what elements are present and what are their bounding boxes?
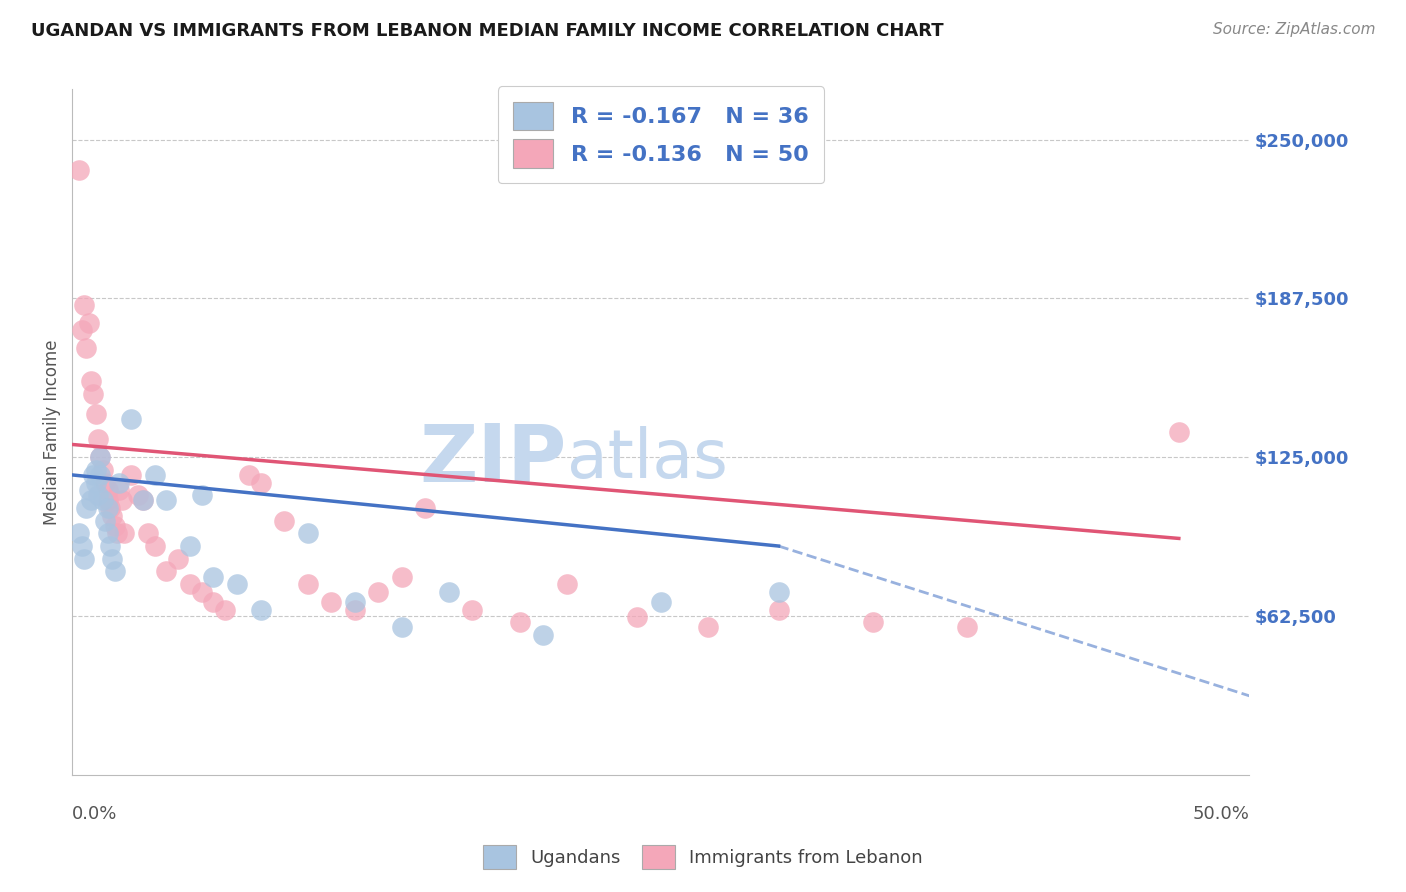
Point [249, 475, 271, 490]
Point [768, 602, 790, 616]
Point [127, 488, 149, 502]
Point [1167, 425, 1189, 439]
Point [461, 602, 484, 616]
Point [143, 467, 166, 482]
Point [73, 551, 96, 566]
Point [202, 595, 225, 609]
Point [91, 493, 114, 508]
Point [179, 539, 201, 553]
Point [80, 374, 103, 388]
Point [108, 483, 131, 498]
Point [70, 539, 93, 553]
Point [509, 615, 531, 630]
Point [94, 475, 117, 490]
Point [77, 316, 100, 330]
Point [98, 500, 121, 515]
Point [650, 595, 672, 609]
Point [437, 584, 460, 599]
Point [768, 584, 790, 599]
Point [87, 433, 110, 447]
Text: 0.0%: 0.0% [72, 805, 118, 823]
Point [862, 615, 884, 630]
Point [415, 500, 437, 515]
Point [367, 584, 389, 599]
Point [101, 551, 124, 566]
Point [531, 628, 554, 642]
Point [96, 493, 118, 508]
Point [697, 620, 720, 634]
Point [96, 500, 118, 515]
Point [67, 526, 90, 541]
Point [391, 620, 413, 634]
Point [105, 526, 128, 541]
Point [249, 602, 271, 616]
Point [155, 493, 177, 508]
Point [179, 577, 201, 591]
Point [84, 463, 107, 477]
Point [96, 526, 118, 541]
Legend: R = -0.167   N = 36, R = -0.136   N = 50: R = -0.167 N = 36, R = -0.136 N = 50 [498, 87, 824, 184]
Point [67, 163, 90, 178]
Point [120, 412, 142, 426]
Point [89, 467, 111, 482]
Point [202, 569, 225, 583]
Point [82, 386, 104, 401]
Point [120, 467, 142, 482]
Point [77, 483, 100, 498]
Point [238, 467, 260, 482]
Point [155, 565, 177, 579]
Point [343, 602, 366, 616]
Point [108, 475, 131, 490]
Point [214, 602, 236, 616]
Y-axis label: Median Family Income: Median Family Income [44, 339, 60, 524]
Point [956, 620, 979, 634]
Point [82, 467, 104, 482]
Text: UGANDAN VS IMMIGRANTS FROM LEBANON MEDIAN FAMILY INCOME CORRELATION CHART: UGANDAN VS IMMIGRANTS FROM LEBANON MEDIA… [31, 22, 943, 40]
Point [84, 407, 107, 421]
Point [89, 450, 111, 465]
Point [70, 323, 93, 337]
Point [132, 493, 155, 508]
Point [75, 341, 97, 355]
Point [321, 595, 343, 609]
Text: ZIP: ZIP [419, 420, 567, 499]
Point [89, 450, 111, 465]
Text: Source: ZipAtlas.com: Source: ZipAtlas.com [1212, 22, 1375, 37]
Point [101, 508, 124, 523]
Point [555, 577, 578, 591]
Point [96, 483, 118, 498]
Text: atlas: atlas [567, 426, 727, 492]
Point [136, 526, 159, 541]
Point [190, 488, 212, 502]
Point [87, 488, 110, 502]
Point [167, 551, 190, 566]
Point [98, 539, 121, 553]
Point [297, 577, 319, 591]
Point [132, 493, 155, 508]
Point [343, 595, 366, 609]
Point [190, 584, 212, 599]
Point [80, 493, 103, 508]
Point [94, 514, 117, 528]
Legend: Ugandans, Immigrants from Lebanon: Ugandans, Immigrants from Lebanon [477, 838, 929, 876]
Point [273, 514, 295, 528]
Point [91, 463, 114, 477]
Point [626, 610, 648, 624]
Point [226, 577, 249, 591]
Point [104, 565, 127, 579]
Point [111, 493, 134, 508]
Point [391, 569, 413, 583]
Point [73, 298, 96, 312]
Point [104, 518, 127, 533]
Point [112, 526, 135, 541]
Text: 50.0%: 50.0% [1192, 805, 1250, 823]
Point [143, 539, 166, 553]
Point [75, 500, 97, 515]
Point [297, 526, 319, 541]
Point [84, 475, 107, 490]
